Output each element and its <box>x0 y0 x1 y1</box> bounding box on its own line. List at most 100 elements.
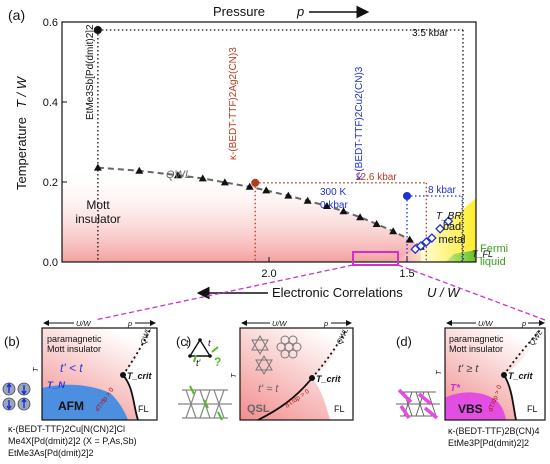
x-axis-label: Electronic Correlations U / W <box>196 285 461 300</box>
qwl-point <box>339 207 348 215</box>
subpanel-b-region-line1: paramagnetic <box>47 334 102 344</box>
top-axis-symbol: p <box>296 4 304 19</box>
triangular-lattice-icon <box>178 385 232 421</box>
qwl-point <box>262 186 271 194</box>
bad-metal-point <box>443 216 454 227</box>
qwl-point <box>405 235 414 243</box>
subpanel-c-frame <box>239 327 354 421</box>
x-axis-symbol: U / W <box>427 285 461 300</box>
subpanel-d-yaxis: T <box>434 369 443 375</box>
qwl-point <box>173 171 182 179</box>
subpanel-d-tstar: T* <box>450 383 461 394</box>
connector-right <box>397 264 546 321</box>
bad-metal-data-points <box>410 216 454 255</box>
subpanel-b-boundary <box>122 374 139 421</box>
subpanel-d-region-line2: Mott insulator <box>449 344 503 354</box>
main-phase-diagram: 0.0 0.2 0.4 0.6 2.0 1.5 (a) Pressure p Electr… <box>8 4 508 300</box>
mott-label-line1: Mott <box>86 198 110 212</box>
subpanel-d-frame <box>444 327 546 421</box>
subpanel-b-caption-3: EtMe3As[Pd(dmit)2]2 <box>8 448 94 458</box>
subpanel-b-fl-bg <box>123 328 157 420</box>
dimer-lattice-icon <box>396 388 440 420</box>
axis-ticks <box>62 21 408 263</box>
y-axis-title: Temperature <box>14 117 29 190</box>
y-tick-label: 0.4 <box>43 97 58 109</box>
qwl-line <box>97 166 422 248</box>
hop-t-left: t <box>186 338 189 348</box>
subpanel-b-metal: FL <box>138 404 149 414</box>
subpanel-b-tcrit: T_crit <box>127 371 153 381</box>
x-tick-label: 2.0 <box>261 268 276 280</box>
material-label-etme3sb: EtMe3Sb[Pd(dmit)2]2 <box>85 24 96 120</box>
x-axis-title: Electronic Correlations <box>272 285 403 300</box>
subpanel-d-vbs-region <box>445 392 506 420</box>
mott-insulator-region <box>62 167 421 262</box>
subpanel-d: (d) U/W p paramagnetic Mott insulator t'… <box>396 319 546 448</box>
panel-label-c: (c) <box>176 334 191 349</box>
fermi-liquid-region <box>445 250 476 262</box>
subpanel-b-afm-region <box>42 384 128 420</box>
qwl-point <box>284 191 293 199</box>
pressure-label-8: 8 kbar <box>428 185 456 196</box>
svg-text:T: T <box>31 366 40 372</box>
y-tick-label: 0.0 <box>43 257 58 269</box>
triangle-hopping-icon: t t t' ? <box>186 338 221 369</box>
subpanel-c-ground: QSL <box>247 403 270 415</box>
subpanel-d-boundary <box>503 374 517 421</box>
qwl-point <box>303 196 312 204</box>
top-axis-title: Pressure <box>213 4 265 19</box>
subpanel-d-uw: U/W <box>478 319 494 328</box>
question-mark: ? <box>214 355 221 369</box>
fermi-liquid-label-line1: Fermi <box>480 243 508 255</box>
subpanel-c-fl-bg <box>312 328 353 420</box>
subpanel-d-caption-2: EtMe3P[Pd(dmit)2]2 <box>448 438 529 448</box>
subpanel-b-frame <box>41 327 158 421</box>
qwl-point <box>356 213 365 221</box>
bad-metal-label-line1: bad <box>443 221 461 233</box>
bad-metal-point <box>435 223 446 234</box>
pressure-label-3-5: 3.5 kbar <box>412 28 449 39</box>
t-br-label: T_BR <box>436 211 462 222</box>
x-tick-label: 1.5 <box>399 268 414 280</box>
qwl-point <box>198 174 207 182</box>
subpanel-c-boundary <box>257 377 313 421</box>
qwl-point <box>93 163 102 171</box>
materials-layer <box>93 26 464 262</box>
subpanel-b-yaxis: T <box>31 366 40 372</box>
subpanel-b-region-line2: Mott insulator <box>47 344 101 354</box>
subpanel-c-tcrit: T_crit <box>316 374 342 384</box>
panel-label-b: (b) <box>4 334 20 349</box>
subpanel-b-qwl-dots <box>122 329 151 376</box>
qwl-point <box>220 178 229 186</box>
material-label-cu2cn3: κ-(BEDT-TTF)2Cu2(CN)3 <box>354 66 365 180</box>
subpanel-c-yaxis: T <box>229 372 238 378</box>
subpanel-d-tcrit: T_crit <box>508 371 534 381</box>
subpanel-b-tn: T_N <box>47 380 66 391</box>
subpanel-d-tcrit-point <box>501 372 507 378</box>
highlight-box <box>352 251 399 266</box>
bad-metal-label-line2: metal <box>439 234 466 246</box>
subpanel-d-fl-bg <box>504 328 545 420</box>
subpanel-c-uw: U/W <box>272 319 288 328</box>
subpanel-c-metal: FL <box>334 404 345 414</box>
qwl-point <box>389 227 398 235</box>
top-axis-label: Pressure p <box>213 4 370 19</box>
subpanel-c-tcrit-point <box>309 375 315 381</box>
qwl-point <box>135 166 144 174</box>
y-axis-symbol: T / W <box>14 75 29 108</box>
qwl-point <box>245 182 254 190</box>
subpanel-b-ground: AFM <box>58 399 84 413</box>
svg-text:EtMe3Sb[Pd(dmit)2]2: EtMe3Sb[Pd(dmit)2]2 <box>85 24 96 120</box>
subpanel-d-caption-1: κ-(BEDT-TTF)2B(CN)4 <box>448 426 540 436</box>
bad-metal-point <box>426 233 437 243</box>
svg-text:κ-(BEDT-TTF)2Ag2(CN)3: κ-(BEDT-TTF)2Ag2(CN)3 <box>228 47 239 160</box>
subpanel-c-p: p <box>323 319 328 328</box>
fermi-liquid-label-line2: liquid <box>480 256 506 268</box>
y-tick-label: 0.6 <box>43 17 58 29</box>
qwl-label: QWL <box>166 169 191 181</box>
subpanel-d-ground: VBS <box>458 402 483 416</box>
svg-text:κ-(BEDT-TTF)2Cu2(CN)3: κ-(BEDT-TTF)2Cu2(CN)3 <box>354 66 365 180</box>
subpanel-b-p: p <box>127 319 132 328</box>
subpanel-d-region-line1: paramagnetic <box>449 334 504 344</box>
